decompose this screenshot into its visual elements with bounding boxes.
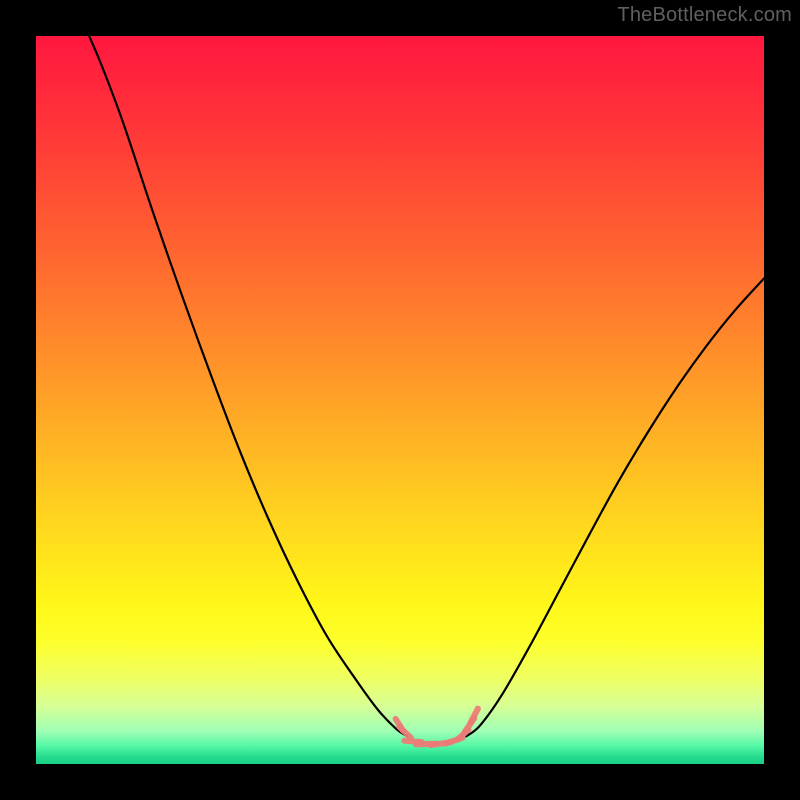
gradient-background xyxy=(36,36,764,764)
bottleneck-curve-chart xyxy=(0,0,800,800)
chart-stage: TheBottleneck.com xyxy=(0,0,800,800)
watermark-text: TheBottleneck.com xyxy=(617,4,792,27)
